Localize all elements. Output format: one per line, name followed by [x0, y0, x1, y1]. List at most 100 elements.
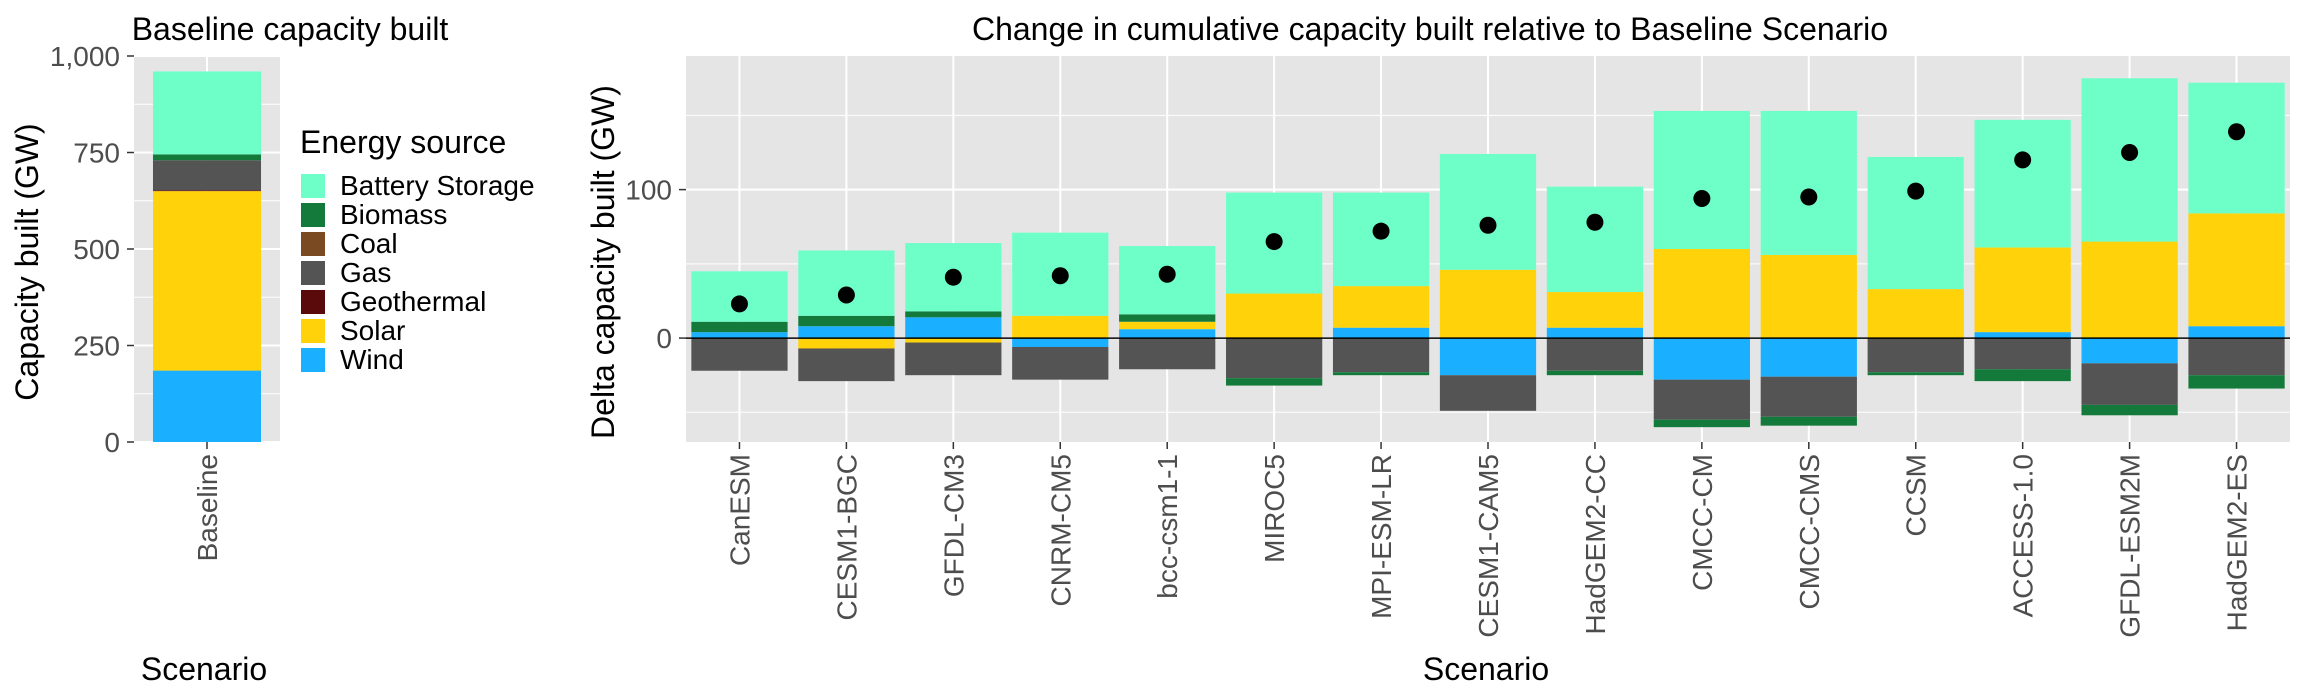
bar-segment-biomass-miroc5	[1226, 378, 1323, 386]
x-tick-label-ccsm: CCSM	[1901, 454, 1932, 536]
left-x-tick-labels: Baseline	[192, 442, 223, 561]
left-x-axis-title: Scenario	[141, 651, 267, 687]
bar-segment-gas-miroc5	[1226, 338, 1323, 379]
x-tick-label-cnrm-cm5: CNRM-CM5	[1045, 454, 1076, 606]
bar-segment-battery-storage-ccsm	[1867, 156, 1964, 290]
bar-segment-wind-canesm	[691, 332, 788, 339]
bar-segment-gas-cnrm-cm5	[1012, 346, 1109, 380]
delta-panel: Change in cumulative capacity built rela…	[585, 11, 2290, 687]
left-chart-title: Baseline capacity built	[132, 11, 449, 47]
bar-segment-solar-cmcc-cm	[1653, 249, 1750, 339]
baseline-panel: Baseline capacity built 02505007501,000 …	[9, 11, 448, 687]
left-y-axis-title: Capacity built (GW)	[9, 123, 45, 400]
bar-segment-solar-miroc5	[1226, 293, 1323, 339]
net-change-point-cesm1-bgc	[837, 286, 855, 304]
right-x-axis-title: Scenario	[1423, 651, 1549, 687]
bar-segment-gas-cmcc-cms	[1760, 376, 1857, 417]
bar-segment-wind-gfdl-esm2m	[2081, 338, 2178, 364]
bar-segment-gas-bcc-csm1-1	[1119, 338, 1216, 370]
y-tick-label: 100	[625, 175, 672, 206]
bar-segment-wind-cesm1-cam5	[1439, 338, 1537, 376]
net-change-point-cesm1-cam5	[1479, 216, 1497, 234]
bar-segment-solar-cesm1-cam5	[1439, 269, 1537, 339]
bar-segment-wind-cesm1-bgc	[798, 326, 895, 339]
x-tick-label-cesm1-cam5: CESM1-CAM5	[1473, 454, 1504, 638]
net-change-point-mpi-esm-lr	[1372, 222, 1390, 240]
net-change-point-gfdl-cm3	[944, 268, 962, 286]
bar-segment-gas-ccsm	[1867, 338, 1964, 373]
legend-swatch-wind	[301, 348, 325, 372]
net-change-point-ccsm	[1907, 182, 1925, 200]
bar-segment-biomass-canesm	[691, 321, 788, 333]
bar-segment-solar-cnrm-cm5	[1012, 315, 1109, 339]
right-y-tick-labels: 0 100	[625, 175, 686, 354]
x-tick-label-hadgem2-es: HadGEM2-ES	[2222, 454, 2253, 631]
x-tick-label-baseline: Baseline	[192, 454, 223, 561]
legend-swatch-geothermal	[301, 290, 325, 314]
x-tick-label-cesm1-bgc: CESM1-BGC	[831, 454, 862, 620]
bar-segment-solar-access-1-0	[1974, 247, 2071, 333]
net-change-point-cmcc-cms	[1800, 188, 1818, 206]
x-tick-label-cmcc-cms: CMCC-CMS	[1794, 454, 1825, 610]
bar-segment-solar-mpi-esm-lr	[1332, 286, 1430, 328]
net-change-point-hadgem2-cc	[1586, 213, 1604, 231]
bar-segment-gas-cesm1-bgc	[798, 348, 895, 382]
legend: Energy source Battery StorageBiomassCoal…	[300, 124, 535, 375]
net-change-point-hadgem2-es	[2228, 123, 2246, 141]
legend-label-geothermal: Geothermal	[340, 286, 486, 317]
x-tick-label-mpi-esm-lr: MPI-ESM-LR	[1366, 454, 1397, 619]
net-change-points	[730, 123, 2246, 313]
bar-segment-battery-storage-cmcc-cms	[1760, 110, 1857, 255]
left-bars	[152, 71, 262, 442]
bar-segment-biomass-hadgem2-cc	[1546, 370, 1644, 376]
net-change-point-miroc5	[1265, 233, 1283, 251]
legend-swatch-gas	[301, 261, 325, 285]
y-tick-label: 500	[73, 234, 120, 265]
net-change-point-canesm	[730, 295, 748, 313]
bar-segment-wind-hadgem2-cc	[1546, 327, 1644, 339]
bar-segment-biomass-hadgem2-es	[2188, 375, 2285, 389]
bar-segment-biomass-ccsm	[1867, 372, 1964, 376]
bar-segment-gas-mpi-esm-lr	[1332, 338, 1430, 373]
legend-label-solar: Solar	[340, 315, 405, 346]
bar-segment-biomass-baseline	[152, 154, 262, 161]
bar-segment-biomass-gfdl-cm3	[905, 311, 1002, 318]
bar-segment-wind-baseline	[152, 370, 262, 442]
bar-segment-solar-gfdl-cm3	[905, 338, 1002, 343]
bar-segment-biomass-cmcc-cms	[1760, 416, 1857, 426]
y-tick-label: 750	[73, 138, 120, 169]
legend-swatch-biomass	[301, 203, 325, 227]
bar-segment-solar-gfdl-esm2m	[2081, 241, 2178, 339]
y-tick-label: 1,000	[50, 41, 120, 72]
bar-segment-gas-gfdl-cm3	[905, 342, 1002, 376]
net-change-point-cmcc-cm	[1693, 190, 1711, 208]
right-y-axis-title: Delta capacity built (GW)	[585, 85, 621, 439]
bar-segment-gas-hadgem2-cc	[1546, 338, 1644, 371]
net-change-point-cnrm-cm5	[1051, 267, 1069, 285]
bar-segment-solar-hadgem2-es	[2188, 213, 2285, 327]
legend-swatch-battery-storage	[301, 174, 325, 198]
legend-swatch-solar	[301, 319, 325, 343]
bar-segment-gas-hadgem2-es	[2188, 338, 2285, 376]
bar-segment-gas-access-1-0	[1974, 338, 2071, 370]
bar-segment-wind-access-1-0	[1974, 332, 2071, 339]
bar-segment-biomass-gfdl-esm2m	[2081, 404, 2178, 416]
legend-label-battery-storage: Battery Storage	[340, 170, 535, 201]
bar-segment-battery-storage-hadgem2-es	[2188, 82, 2285, 214]
right-x-tick-labels: CanESM CESM1-BGC GFDL-CM3 CNRM-CM5 bcc-csm1-…	[724, 442, 2253, 638]
bar-segment-solar-baseline	[152, 191, 262, 371]
bar-segment-wind-cmcc-cms	[1760, 338, 1857, 377]
bar-segment-battery-storage-cmcc-cm	[1653, 110, 1750, 249]
bar-segment-biomass-bcc-csm1-1	[1119, 314, 1216, 322]
left-y-tick-labels: 0 250 500 750 1,000	[50, 41, 134, 458]
bar-segment-solar-hadgem2-cc	[1546, 292, 1644, 328]
bar-segment-biomass-mpi-esm-lr	[1332, 372, 1430, 376]
bar-segment-solar-ccsm	[1867, 289, 1964, 339]
bar-segment-battery-storage-baseline	[152, 71, 262, 155]
bar-segment-wind-bcc-csm1-1	[1119, 329, 1216, 339]
net-change-point-gfdl-esm2m	[2121, 144, 2139, 161]
bar-segment-battery-storage-cesm1-bgc	[798, 250, 895, 316]
right-chart-title: Change in cumulative capacity built rela…	[972, 11, 1888, 47]
bar-segment-gas-canesm	[691, 338, 788, 371]
